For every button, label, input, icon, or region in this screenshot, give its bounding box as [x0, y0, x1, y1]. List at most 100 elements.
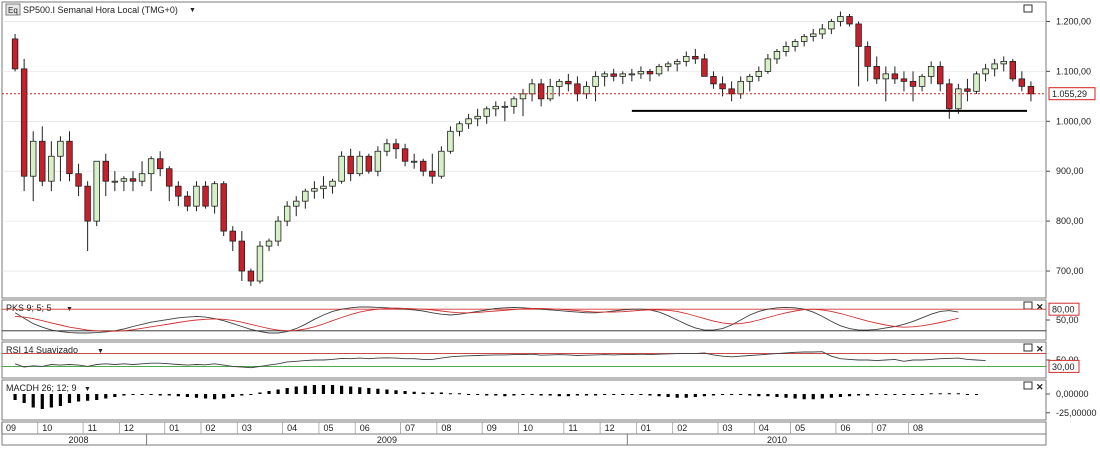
candle-body-up	[991, 63, 998, 70]
candle	[175, 181, 182, 207]
macd-bar	[49, 394, 53, 408]
candle	[483, 106, 490, 124]
candle-body-down	[1018, 78, 1026, 87]
candle-body-up	[293, 200, 300, 207]
rsi-maximize-icon[interactable]	[1023, 343, 1033, 352]
main-maximize-icon[interactable]	[1023, 4, 1033, 13]
macd-bar	[430, 392, 434, 394]
month-label: 12	[124, 423, 134, 433]
pks-title[interactable]: PKS 9; 5; 5	[6, 303, 52, 313]
main-title-dropdown-icon[interactable]: ▼	[189, 7, 196, 14]
candle	[229, 226, 236, 252]
macd-title[interactable]: MACDH 26; 12; 9	[6, 383, 77, 393]
candle-body-down	[728, 88, 735, 95]
candle-body-up	[374, 150, 382, 172]
macd-bar	[476, 394, 480, 395]
macd-bar	[194, 394, 199, 398]
macd-bar	[866, 394, 870, 396]
rsi-close-icon[interactable]: ✕	[1036, 344, 1044, 354]
candle-body-up	[782, 46, 790, 52]
candle-body-up	[755, 70, 763, 77]
macd-bar	[875, 394, 879, 395]
candle-body-up	[111, 180, 119, 183]
macd-bar	[113, 394, 117, 397]
candle	[964, 78, 971, 102]
candle	[601, 71, 608, 87]
price-tick-label: 800,00	[1056, 216, 1084, 226]
candle	[510, 96, 518, 114]
macd-bar	[503, 394, 507, 397]
candle	[619, 71, 626, 84]
pks-indicator	[2, 306, 1046, 334]
candle	[864, 41, 871, 82]
candle-body-down	[247, 270, 255, 282]
main-chart-title[interactable]: SP500.I Semanal Hora Local (TMG+0)	[23, 5, 178, 15]
candle-body-up	[57, 140, 64, 157]
macd-dropdown-icon[interactable]: ▼	[84, 386, 91, 393]
candle	[909, 71, 917, 102]
candle	[202, 181, 209, 209]
candle-body-up	[311, 188, 318, 192]
year-label: 2008	[69, 435, 89, 445]
candle-body-up	[265, 240, 273, 247]
rsi-series-line	[14, 351, 986, 369]
candle-body-down	[84, 185, 91, 222]
macd-close-icon[interactable]: ✕	[1036, 382, 1044, 392]
candle	[184, 191, 191, 212]
macd-tick-label: -25,00000	[1056, 408, 1097, 418]
macd-bar	[829, 394, 833, 398]
candle-body-up	[492, 105, 500, 110]
candle-body-down	[574, 83, 581, 95]
candle-body-down	[66, 140, 73, 175]
candle-body-up	[447, 130, 454, 152]
macd-bar	[911, 394, 915, 395]
candle	[129, 171, 137, 192]
candle-body-down	[347, 155, 354, 175]
candle-body-up	[918, 75, 926, 87]
macd-bar	[811, 394, 815, 400]
macd-bar	[711, 394, 716, 396]
pks-close-icon[interactable]: ✕	[1036, 302, 1044, 312]
candle-body-up	[601, 73, 608, 77]
rsi-dropdown-icon[interactable]: ▼	[97, 348, 104, 355]
macd-bar	[104, 394, 108, 399]
macd-bar	[956, 393, 960, 395]
candle-body-up	[683, 56, 690, 62]
candle	[701, 53, 708, 77]
macd-bar	[612, 394, 616, 395]
rsi-title[interactable]: RSI 14 Suavizado	[6, 345, 78, 355]
candle	[1018, 71, 1026, 92]
candle	[374, 146, 382, 177]
candle	[347, 148, 354, 182]
macd-bar	[847, 394, 852, 397]
macd-bar	[494, 394, 498, 396]
macd-bar	[739, 394, 743, 395]
candle	[392, 138, 400, 159]
candle	[828, 18, 835, 34]
candle-body-down	[220, 183, 227, 232]
candle	[320, 176, 327, 199]
candle	[810, 28, 817, 42]
candle	[546, 78, 554, 102]
candle	[329, 178, 336, 194]
macd-bar	[884, 394, 888, 395]
x-axis: 09 10 11 12 01 02 03 04 05 06 07 08 09 10 11 12 01 02 03 04…	[1, 422, 923, 445]
candle	[120, 176, 128, 192]
candles	[11, 11, 1035, 287]
candle-body-up	[29, 140, 37, 177]
candle-body-up	[737, 80, 744, 95]
macd-bar	[856, 394, 861, 396]
candle-body-down	[420, 160, 427, 172]
candle	[946, 78, 953, 119]
last-price-label: 1.055,29	[1052, 89, 1087, 99]
candle	[1009, 58, 1017, 82]
pks-maximize-icon[interactable]	[1023, 301, 1033, 310]
macd-maximize-icon[interactable]	[1023, 381, 1033, 390]
candle-body-down	[229, 230, 236, 242]
macd-bar	[249, 394, 253, 395]
macd-bar	[693, 394, 697, 397]
candle	[57, 136, 64, 182]
macd-bar	[566, 394, 570, 397]
candle	[664, 61, 672, 72]
candle	[48, 141, 55, 192]
